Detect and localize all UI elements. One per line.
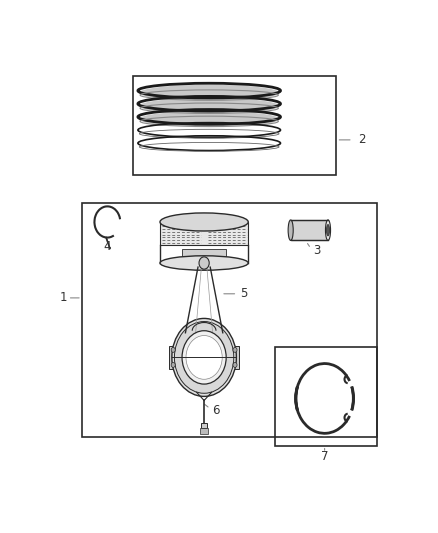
Bar [200,428,208,434]
Circle shape [182,330,226,384]
Ellipse shape [288,220,293,240]
Circle shape [199,257,209,269]
Circle shape [233,362,237,367]
Bar [201,423,207,428]
Text: 3: 3 [313,244,320,257]
Ellipse shape [326,224,329,236]
Ellipse shape [139,111,279,127]
Bar [182,248,226,257]
Ellipse shape [160,213,248,231]
Bar [160,222,248,245]
Bar [133,76,336,175]
Bar [82,204,377,438]
Circle shape [171,362,175,367]
Circle shape [174,321,234,393]
Circle shape [233,348,237,352]
Text: 2: 2 [359,133,366,147]
Bar [291,220,328,240]
Ellipse shape [139,98,279,114]
Text: 1: 1 [60,292,67,304]
Circle shape [171,348,175,352]
Bar [231,346,239,369]
Text: 7: 7 [321,450,328,463]
Text: 5: 5 [240,287,247,300]
Text: 4: 4 [104,240,111,253]
Bar [276,347,377,446]
Bar [170,346,177,369]
Ellipse shape [160,256,248,270]
Ellipse shape [139,85,279,101]
Circle shape [186,336,222,379]
Ellipse shape [325,220,331,240]
Text: 6: 6 [212,404,220,417]
Circle shape [172,318,237,397]
